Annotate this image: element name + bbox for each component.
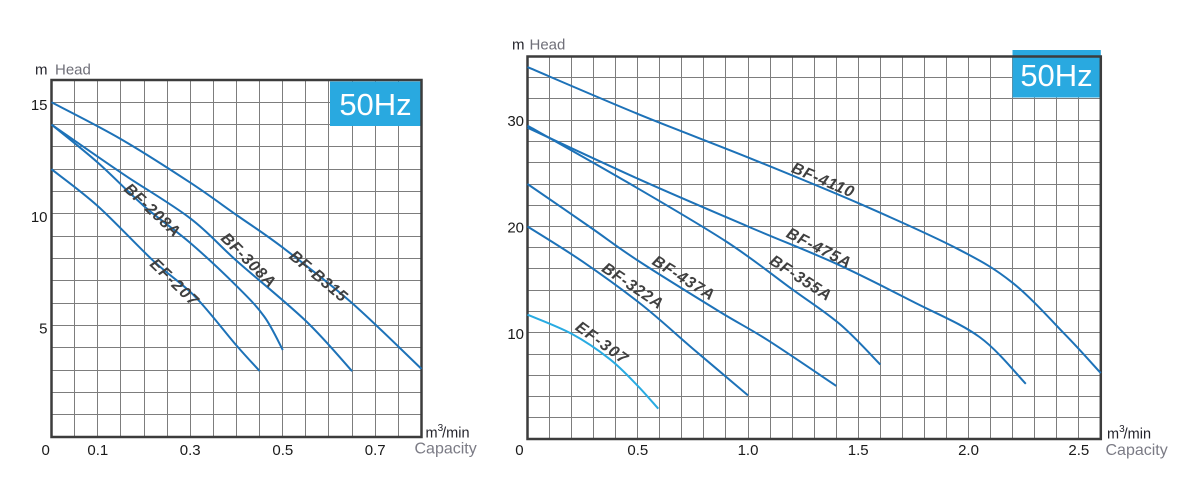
svg-text:1.0: 1.0 [738, 442, 759, 459]
svg-text:0.7: 0.7 [365, 442, 386, 459]
svg-text:5: 5 [39, 320, 47, 337]
svg-text:0: 0 [515, 442, 523, 459]
svg-text:Capacity: Capacity [1106, 442, 1168, 459]
svg-text:0.5: 0.5 [627, 442, 648, 459]
svg-text:50Hz: 50Hz [1020, 58, 1092, 93]
svg-text:0.5: 0.5 [272, 442, 293, 459]
svg-text:0.1: 0.1 [87, 442, 108, 459]
svg-text:m: m [512, 37, 525, 54]
svg-text:20: 20 [507, 220, 524, 237]
svg-text:50Hz: 50Hz [339, 87, 411, 122]
svg-text:m: m [35, 62, 48, 79]
svg-text:10: 10 [507, 326, 524, 343]
svg-text:m3/min: m3/min [426, 423, 470, 442]
svg-text:30: 30 [507, 113, 524, 130]
svg-text:Capacity: Capacity [415, 441, 477, 458]
svg-text:10: 10 [31, 209, 48, 226]
svg-text:0.3: 0.3 [180, 442, 201, 459]
svg-text:0: 0 [42, 442, 50, 459]
svg-text:Head: Head [55, 62, 91, 79]
svg-text:m3/min: m3/min [1107, 424, 1151, 443]
svg-text:15: 15 [31, 97, 48, 114]
svg-text:Head: Head [530, 37, 566, 54]
svg-text:2.5: 2.5 [1068, 442, 1089, 459]
svg-text:2.0: 2.0 [958, 442, 979, 459]
svg-text:1.5: 1.5 [848, 442, 869, 459]
